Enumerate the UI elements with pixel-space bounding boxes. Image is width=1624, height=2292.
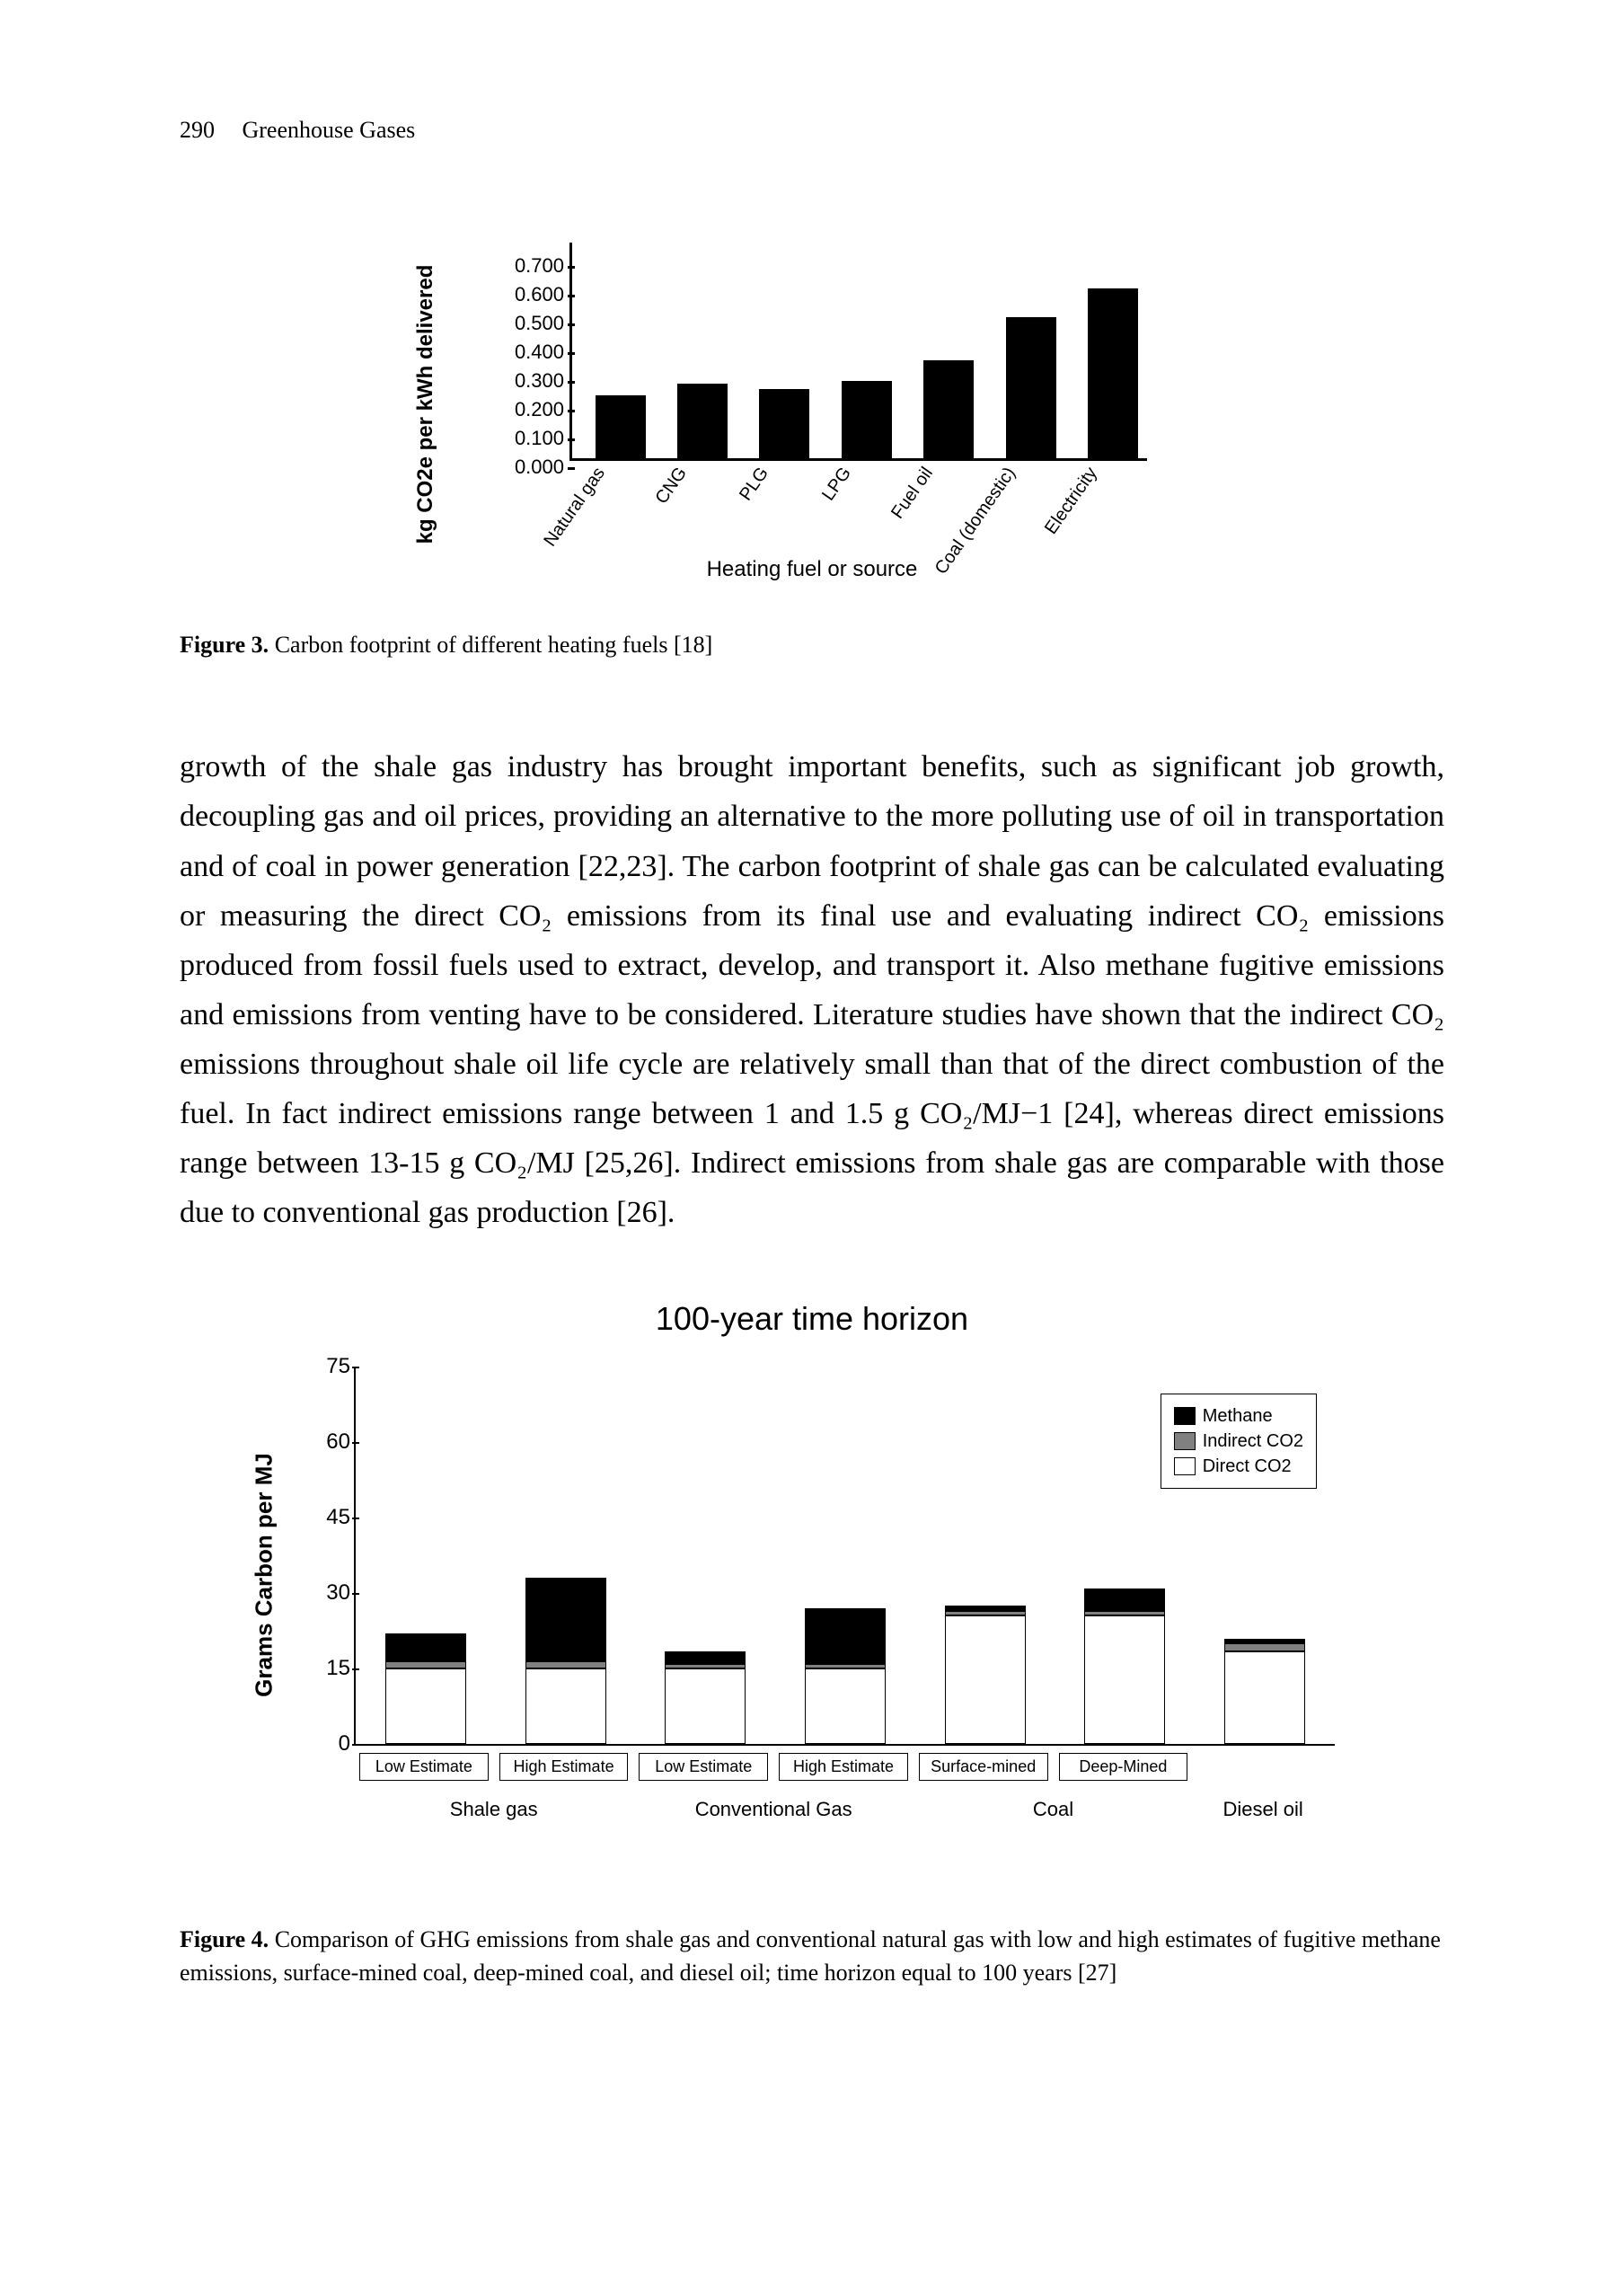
figure-4-bar-segment — [665, 1664, 746, 1669]
figure-4-sub-label: Surface-mined — [919, 1753, 1048, 1781]
figure-4-legend-item: Indirect CO2 — [1174, 1429, 1303, 1454]
figure-4-caption-text: Comparison of GHG emissions from shale g… — [180, 1926, 1441, 1985]
legend-swatch — [1174, 1432, 1196, 1450]
figure-4-group-label: Coal — [914, 1798, 1193, 1821]
figure-4-y-axis-label: Grams Carbon per MJ — [251, 1453, 278, 1697]
figure-4-bar-segment — [1224, 1639, 1305, 1644]
figure-4-caption-label: Figure 4. — [180, 1926, 269, 1952]
figure-4-y-tick: 45 — [309, 1505, 350, 1530]
figure-3-bar — [759, 389, 809, 458]
figure-3-caption-text: Carbon footprint of different heating fu… — [269, 632, 712, 658]
figure-4-legend-item: Methane — [1174, 1403, 1303, 1429]
figure-3-x-category: CNG — [652, 464, 692, 509]
figure-3-y-tick: 0.600 — [465, 283, 564, 306]
figure-4-bar-segment — [945, 1606, 1026, 1611]
body-paragraph: growth of the shale gas industry has bro… — [180, 742, 1444, 1237]
figure-4-bar-segment — [665, 1668, 746, 1744]
figure-4-bar-segment — [385, 1668, 466, 1744]
figure-3-bar — [923, 360, 974, 458]
figure-4-bar-segment — [805, 1668, 886, 1744]
legend-label: Methane — [1203, 1403, 1273, 1429]
figure-3-plot-area — [569, 243, 1147, 461]
figure-3-y-tick: 0.400 — [465, 341, 564, 364]
figure-4-bar-segment — [1084, 1611, 1165, 1616]
figure-3: kg CO2e per kWh delivered 0.000 0.100 0.20… — [180, 234, 1444, 661]
figure-4-bar-segment — [525, 1668, 606, 1744]
page-number: 290 — [180, 117, 215, 143]
running-head: 290 Greenhouse Gases — [180, 117, 415, 144]
figure-4-bar-segment — [805, 1664, 886, 1669]
figure-4-sub-label: Deep-Mined — [1059, 1753, 1188, 1781]
figure-3-y-tick: 0.100 — [465, 427, 564, 450]
figure-4-sub-label: Low Estimate — [359, 1753, 489, 1781]
figure-3-y-tick: 0.200 — [465, 398, 564, 421]
figure-4-bar-segment — [385, 1661, 466, 1668]
figure-4-sub-label: Low Estimate — [639, 1753, 768, 1781]
figure-4-bar-segment — [1084, 1588, 1165, 1611]
figure-3-x-category: Fuel oil — [887, 464, 938, 523]
figure-4-bar-segment — [525, 1578, 606, 1660]
figure-3-x-category: Electricity — [1041, 464, 1102, 538]
figure-3-x-category: Coal (domestic) — [931, 464, 1019, 579]
figure-3-y-tick: 0.000 — [465, 456, 564, 479]
figure-4-sub-label: High Estimate — [779, 1753, 908, 1781]
legend-label: Indirect CO2 — [1203, 1429, 1303, 1454]
figure-3-caption-label: Figure 3. — [180, 632, 269, 658]
figure-3-bar — [1088, 288, 1138, 458]
figure-4-bar-segment — [945, 1615, 1026, 1744]
figure-4-y-tick: 0 — [309, 1731, 350, 1757]
figure-3-x-category: LPG — [818, 464, 856, 505]
figure-3-caption: Figure 3. Carbon footprint of different … — [180, 629, 1444, 661]
figure-3-bar — [842, 381, 892, 458]
figure-4-bar-segment — [525, 1661, 606, 1668]
figure-3-bar — [596, 395, 646, 458]
figure-4-legend-item: Direct CO2 — [1174, 1454, 1303, 1479]
figure-4-group-label: Conventional Gas — [633, 1798, 913, 1821]
figure-3-bar — [677, 384, 728, 458]
figure-4-y-tick: 75 — [309, 1354, 350, 1379]
figure-4-bar-segment — [385, 1633, 466, 1661]
figure-4: 100-year time horizon Grams Carbon per M… — [180, 1300, 1444, 1989]
legend-swatch — [1174, 1407, 1196, 1425]
figure-3-y-tick: 0.500 — [465, 312, 564, 335]
page: 290 Greenhouse Gases kg CO2e per kWh del… — [0, 0, 1624, 2292]
figure-3-chart: kg CO2e per kWh delivered 0.0000.1000.20… — [462, 234, 1162, 575]
figure-3-x-category: PLG — [736, 464, 773, 505]
figure-4-title: 100-year time horizon — [656, 1300, 968, 1338]
figure-3-bar — [1006, 317, 1056, 458]
figure-4-group-label: Shale gas — [354, 1798, 633, 1821]
figure-4-plot-area: MethaneIndirect CO2Direct CO2 — [354, 1367, 1335, 1746]
figure-4-y-tick: 60 — [309, 1429, 350, 1455]
figure-4-chart: Grams Carbon per MJ 01530456075 MethaneI… — [273, 1349, 1351, 1852]
figure-4-bar-segment — [665, 1651, 746, 1664]
figure-3-y-tick: 0.700 — [465, 254, 564, 278]
figure-4-sub-label: High Estimate — [499, 1753, 629, 1781]
figure-3-y-tick: 0.300 — [465, 369, 564, 393]
figure-3-x-axis-label: Heating fuel or source — [707, 557, 918, 582]
legend-swatch — [1174, 1457, 1196, 1475]
figure-4-y-tick: 30 — [309, 1580, 350, 1606]
figure-3-y-axis-label: kg CO2e per kWh delivered — [413, 265, 438, 544]
page-title: Greenhouse Gases — [243, 117, 416, 143]
figure-4-group-label: Diesel oil — [1193, 1798, 1333, 1821]
figure-4-bar-segment — [1084, 1615, 1165, 1744]
figure-4-bar-segment — [1224, 1643, 1305, 1650]
figure-4-bar-segment — [1224, 1651, 1305, 1745]
figure-4-legend: MethaneIndirect CO2Direct CO2 — [1161, 1394, 1317, 1489]
figure-4-bar-segment — [805, 1608, 886, 1664]
figure-4-caption: Figure 4. Comparison of GHG emissions fr… — [180, 1924, 1444, 1989]
figure-4-bar-segment — [945, 1611, 1026, 1616]
figure-4-y-tick: 15 — [309, 1656, 350, 1681]
figure-3-y-ticks: 0.0000.1000.2000.3000.4000.5000.6000.700 — [462, 243, 569, 458]
legend-label: Direct CO2 — [1203, 1454, 1292, 1479]
